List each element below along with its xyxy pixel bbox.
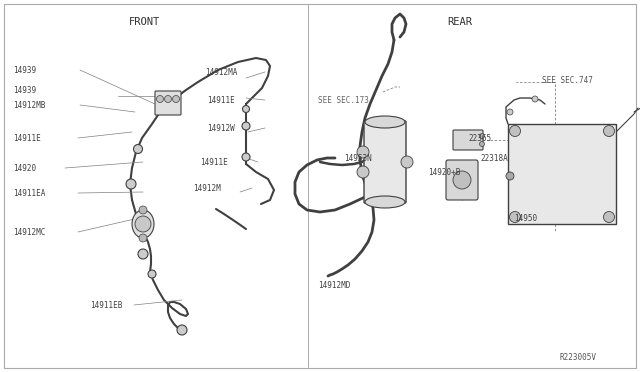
Text: 14939: 14939 [13,65,36,74]
Circle shape [604,125,614,137]
Circle shape [164,96,172,103]
Circle shape [453,171,471,189]
Circle shape [506,172,514,180]
Ellipse shape [365,196,405,208]
Circle shape [139,206,147,214]
FancyBboxPatch shape [453,130,483,150]
Ellipse shape [365,116,405,128]
Circle shape [479,134,484,138]
Text: FRONT: FRONT [129,17,161,27]
Circle shape [138,249,148,259]
Circle shape [401,156,413,168]
Text: 14912W: 14912W [207,124,235,132]
Text: 14912MB: 14912MB [13,100,45,109]
Circle shape [126,179,136,189]
Circle shape [242,153,250,161]
FancyBboxPatch shape [364,121,406,203]
Circle shape [509,212,520,222]
Text: 14912MA: 14912MA [205,67,237,77]
Circle shape [479,141,484,147]
Circle shape [357,146,369,158]
Circle shape [357,166,369,178]
Text: 14911E: 14911E [207,96,235,105]
Text: 14912MD: 14912MD [318,280,350,289]
Text: 14911EA: 14911EA [13,189,45,198]
Circle shape [532,96,538,102]
Text: 22365: 22365 [468,134,491,142]
Text: REAR: REAR [447,17,472,27]
Circle shape [157,96,163,103]
Text: 14920: 14920 [13,164,36,173]
FancyBboxPatch shape [508,124,616,224]
FancyBboxPatch shape [155,91,181,115]
Text: 14912M: 14912M [193,183,221,192]
Text: 14953N: 14953N [344,154,372,163]
Text: 14950: 14950 [514,214,537,222]
Circle shape [507,109,513,115]
Text: 14912MC: 14912MC [13,228,45,237]
Text: 14939: 14939 [13,86,36,94]
Circle shape [134,144,143,154]
Circle shape [604,212,614,222]
Text: 22318A: 22318A [480,154,508,163]
Text: 14911E: 14911E [13,134,41,142]
Circle shape [509,125,520,137]
Text: R223005V: R223005V [560,353,597,362]
Circle shape [173,96,179,103]
Text: 14911EB: 14911EB [90,301,122,310]
Text: SEE SEC.747: SEE SEC.747 [542,76,593,84]
Circle shape [243,106,250,112]
Text: 14911E: 14911E [200,157,228,167]
Text: 14920+B: 14920+B [428,167,460,176]
FancyBboxPatch shape [446,160,478,200]
Circle shape [242,122,250,130]
Circle shape [139,234,147,242]
Circle shape [177,325,187,335]
Circle shape [148,270,156,278]
Ellipse shape [132,210,154,238]
Circle shape [135,216,151,232]
Text: SEE SEC.173: SEE SEC.173 [318,96,369,105]
